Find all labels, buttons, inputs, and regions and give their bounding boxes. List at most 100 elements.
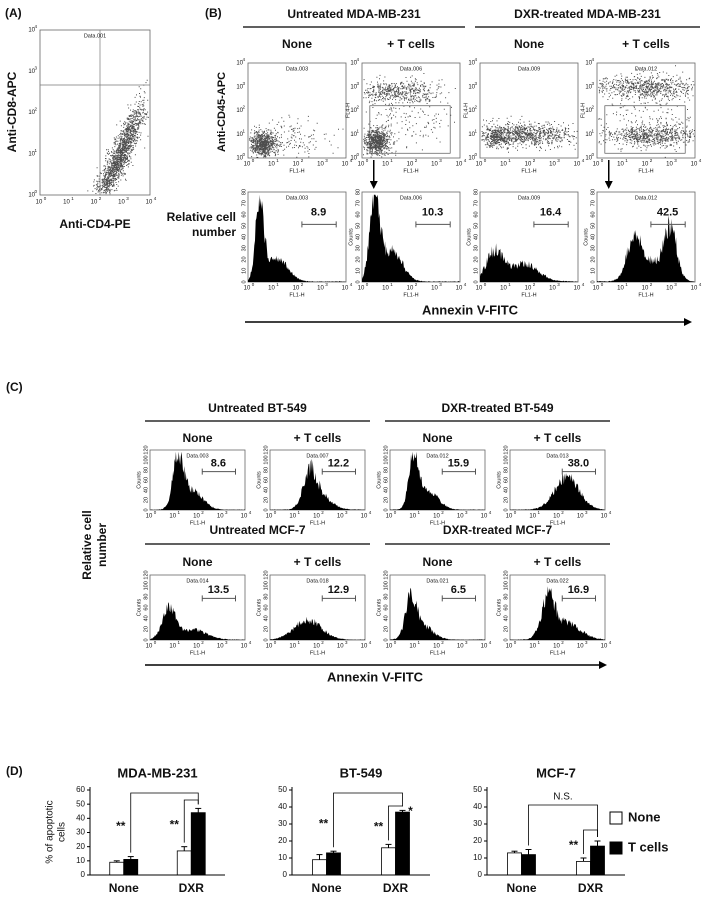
x-tick-label: 10 (317, 286, 324, 292)
bar (312, 859, 327, 876)
x-tick-exponent: 4 (699, 282, 702, 287)
x-tick-exponent: 1 (417, 640, 420, 645)
y-tick-label: 10 (76, 856, 85, 865)
x-tick-exponent: 2 (441, 510, 444, 515)
count-tick-label: 10 (590, 268, 596, 274)
plot-title: Data.009 (518, 66, 540, 72)
y-tick-exponent: 4 (591, 57, 594, 62)
x-tick-label: 10 (169, 514, 176, 520)
count-tick-label: 100 (383, 581, 389, 590)
count-tick-label: 50 (241, 223, 247, 229)
bar (395, 811, 410, 876)
count-tick-label: 120 (143, 570, 149, 579)
count-tick-label: 40 (263, 487, 269, 493)
y-tick-label: 50 (278, 785, 287, 794)
x-tick-exponent: 0 (366, 282, 369, 287)
y-tick-label: 30 (278, 819, 287, 828)
plot-title: Data.013 (546, 453, 568, 459)
x-tick-exponent: 0 (394, 640, 397, 645)
x-tick-label: 10 (549, 162, 556, 168)
count-tick-label: 30 (590, 245, 596, 251)
x-tick-label: 10 (457, 644, 464, 650)
gate-percentage: 12.9 (328, 584, 349, 596)
plot-title: Data.006 (400, 66, 422, 72)
x-tick-exponent: 1 (537, 640, 540, 645)
count-tick-label: 70 (590, 200, 596, 206)
plot-title: Data.006 (400, 195, 422, 201)
count-tick-label: 20 (590, 256, 596, 262)
count-tick-label: 50 (355, 223, 361, 229)
x-axis-label: FL1-H (289, 292, 304, 298)
x-tick-label: 10 (358, 286, 365, 292)
x-tick-label: 10 (574, 162, 581, 168)
plot-title: Data.003 (286, 66, 308, 72)
y-tick-label: 10 (28, 69, 35, 75)
x-tick-label: 10 (456, 162, 463, 168)
count-tick-label: 100 (263, 581, 269, 590)
count-tick-label: 10 (355, 268, 361, 274)
x-tick-label: 10 (244, 286, 251, 292)
significance-bracket (528, 804, 598, 846)
count-tick-label: 60 (263, 477, 269, 483)
gate-percentage: 42.5 (657, 207, 678, 219)
x-tick-exponent: 4 (609, 510, 612, 515)
histogram (390, 587, 485, 640)
x-tick-label: 10 (529, 514, 536, 520)
x-tick-label: 10 (456, 286, 463, 292)
x-tick-label: None (507, 881, 537, 895)
y-axis-label: Counts (136, 599, 142, 617)
x-tick-exponent: 2 (201, 640, 204, 645)
y-axis-label: Relative cell (80, 510, 94, 579)
x-tick-label: 10 (593, 162, 600, 168)
count-tick-label: 40 (383, 487, 389, 493)
x-tick-label: 10 (241, 644, 248, 650)
y-tick-exponent: 2 (34, 107, 37, 112)
x-tick-label: 10 (217, 514, 224, 520)
x-axis-label: FL1-H (403, 168, 418, 174)
x-tick-label: 10 (529, 644, 536, 650)
count-tick-label: 60 (503, 477, 509, 483)
x-tick-exponent: 3 (465, 510, 468, 515)
x-tick-label: 10 (289, 644, 296, 650)
gate-percentage: 10.3 (422, 207, 443, 219)
y-tick-exponent: 0 (34, 189, 37, 194)
chart-title: BT-549 (340, 765, 383, 780)
y-tick-label: 10 (468, 84, 475, 90)
y-tick-label: 10 (28, 193, 35, 199)
x-tick-exponent: 0 (274, 510, 277, 515)
x-tick-exponent: 3 (345, 640, 348, 645)
y-tick-label: 10 (468, 132, 475, 138)
x-tick-label: 10 (666, 286, 673, 292)
gate-percentage: 16.4 (540, 207, 562, 219)
x-axis-label: FL1-H (310, 650, 325, 656)
count-tick-label: 80 (383, 467, 389, 473)
significance-label: ** (170, 818, 180, 832)
x-tick-exponent: 1 (508, 282, 511, 287)
x-tick-label: 10 (431, 286, 438, 292)
x-tick-label: 10 (63, 200, 70, 206)
count-tick-label: 100 (503, 581, 509, 590)
bar (381, 847, 396, 876)
count-tick-label: 70 (355, 200, 361, 206)
y-tick-exponent: 4 (474, 57, 477, 62)
y-tick-label: 10 (350, 156, 357, 162)
x-tick-label: 10 (593, 286, 600, 292)
x-tick-exponent: 0 (601, 158, 604, 163)
count-tick-label: 0 (241, 280, 247, 283)
x-tick-exponent: 4 (489, 510, 492, 515)
plot-title: Data.007 (306, 453, 328, 459)
x-tick-label: 10 (525, 162, 532, 168)
histogram (510, 586, 605, 640)
x-tick-exponent: 1 (625, 158, 628, 163)
significance-label: N.S. (553, 792, 572, 803)
x-tick-exponent: 1 (177, 510, 180, 515)
bar (590, 845, 605, 876)
count-tick-label: 10 (241, 268, 247, 274)
x-tick-label: 10 (433, 644, 440, 650)
x-tick-label: 10 (409, 514, 416, 520)
x-tick-exponent: 1 (390, 158, 393, 163)
x-tick-label: 10 (525, 286, 532, 292)
histogram (480, 243, 578, 282)
count-tick-label: 80 (503, 467, 509, 473)
count-tick-label: 80 (241, 189, 247, 195)
